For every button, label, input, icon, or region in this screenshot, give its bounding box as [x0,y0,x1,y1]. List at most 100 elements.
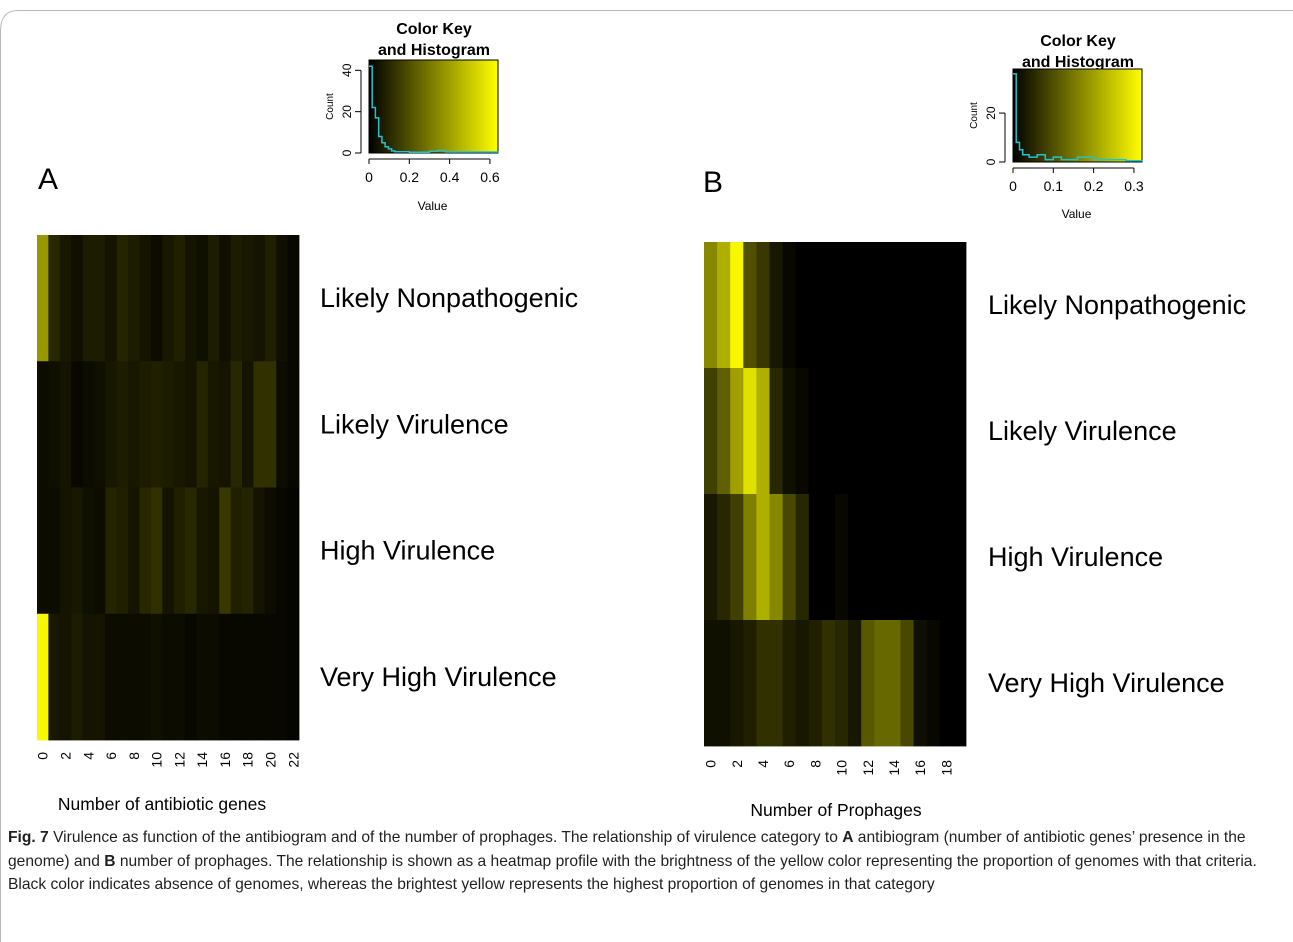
heatmap-cell [874,242,888,369]
panel-b-heatmap [704,242,967,747]
heatmap-cell [952,620,967,747]
heatmap-cell [939,620,954,747]
color-key-x-tick-label: 0.3 [1124,178,1144,194]
heatmap-cell [808,242,823,369]
heatmap-cell [887,620,901,747]
heatmap-cell [900,368,914,495]
heatmap-cell [743,368,757,495]
color-key-xlabel: Value [1062,207,1092,221]
panel-b-x-ticks: 0 2 4 6 8 10 12 14 16 18 [703,760,955,776]
heatmap-cell [93,361,106,488]
heatmap-cell [128,235,140,362]
heatmap-cell [139,361,152,488]
heatmap-cell [162,361,175,488]
heatmap-cell [82,487,95,615]
heatmap-cell [219,613,232,741]
panel-a-row-labels: Likely Nonpathogenic Likely Virulence High… [320,283,578,692]
heatmap-cell [105,613,118,741]
heatmap-cell [93,487,106,615]
heatmap-cell [874,494,888,621]
heatmap-cell [756,620,770,747]
color-key-x-tick-label: 0 [1009,178,1017,194]
heatmap-cell [717,494,731,621]
heatmap-cell [116,487,129,615]
heatmap-cell [704,242,718,369]
heatmap-cell [900,494,914,621]
heatmap-cell [821,242,836,369]
heatmap-cell [848,620,862,747]
color-key-x-tick-label: 0.1 [1044,178,1064,194]
figure-caption: Fig. 7 Virulence as function of the anti… [8,826,1278,897]
heatmap-cell [743,242,757,369]
heatmap-cell [861,620,875,747]
heatmap-cell [139,235,152,362]
heatmap-cell [782,368,797,495]
heatmap-cell [913,368,928,495]
heatmap-cell [37,361,49,488]
heatmap-cell [242,235,254,362]
heatmap-cell [207,361,220,488]
panel-a-heatmap [37,235,300,741]
heatmap-cell [185,613,197,741]
heatmap-cell [887,242,901,369]
heatmap-cell [242,613,254,741]
heatmap-cell [71,361,83,488]
color-key-title-line: Color Key [396,21,472,38]
color-key-y-tick-label: 20 [340,105,354,119]
caption-fig-label: Fig. 7 [8,829,49,846]
heatmap-cell [37,487,49,615]
heatmap-cell [59,487,72,615]
caption-bold-b: B [104,852,116,870]
heatmap-cell [207,487,220,615]
color-key-y-tick-label: 40 [340,63,354,77]
heatmap-cell [717,242,731,369]
heatmap-cell [196,613,209,741]
heatmap-cell [162,235,175,362]
heatmap-cell [264,613,277,741]
heatmap-cell [874,368,888,495]
heatmap-cell [242,487,254,615]
heatmap-cell [939,242,954,369]
row-label: Very High Virulence [988,668,1225,698]
heatmap-cell [219,487,232,615]
heatmap-cell [939,368,954,495]
frame-corner [0,10,19,32]
heatmap-cell [253,235,266,362]
x-tick-label: 16 [217,752,233,768]
heatmap-cell [150,235,163,362]
caption-text-3: number of prophages. The relationship is… [8,852,1257,894]
heatmap-cell [808,620,823,747]
heatmap-cell [242,361,254,488]
heatmap-cell [821,494,836,621]
color-key-gradient [1012,68,1143,163]
heatmap-cell [730,242,744,369]
panel-b-color-key: Color Key and Histogram 0 20 Count 0 0.1 0.2 0.3… [969,33,1144,221]
heatmap-cell [717,620,731,747]
heatmap-cell [105,361,118,488]
heatmap-cell [173,361,186,488]
heatmap-cell [287,487,300,615]
x-tick-label: 2 [729,760,745,768]
heatmap-cell [230,613,243,741]
heatmap-cell [769,494,783,621]
heatmap-cell [730,494,744,621]
heatmap-cell [808,368,823,495]
heatmap-cell [287,613,300,741]
heatmap-cell [116,361,129,488]
heatmap-cell [93,235,106,362]
heatmap-cell [82,361,95,488]
heatmap-cell [150,361,163,488]
heatmap-cell [730,368,744,495]
heatmap-cell [782,494,797,621]
heatmap-cell [71,487,83,615]
x-tick-label: 6 [781,760,797,768]
caption-bold-a: A [842,829,854,846]
heatmap-cell [48,361,61,488]
heatmap-cell [37,235,49,362]
heatmap-cell [926,242,941,369]
heatmap-cell [196,235,209,362]
